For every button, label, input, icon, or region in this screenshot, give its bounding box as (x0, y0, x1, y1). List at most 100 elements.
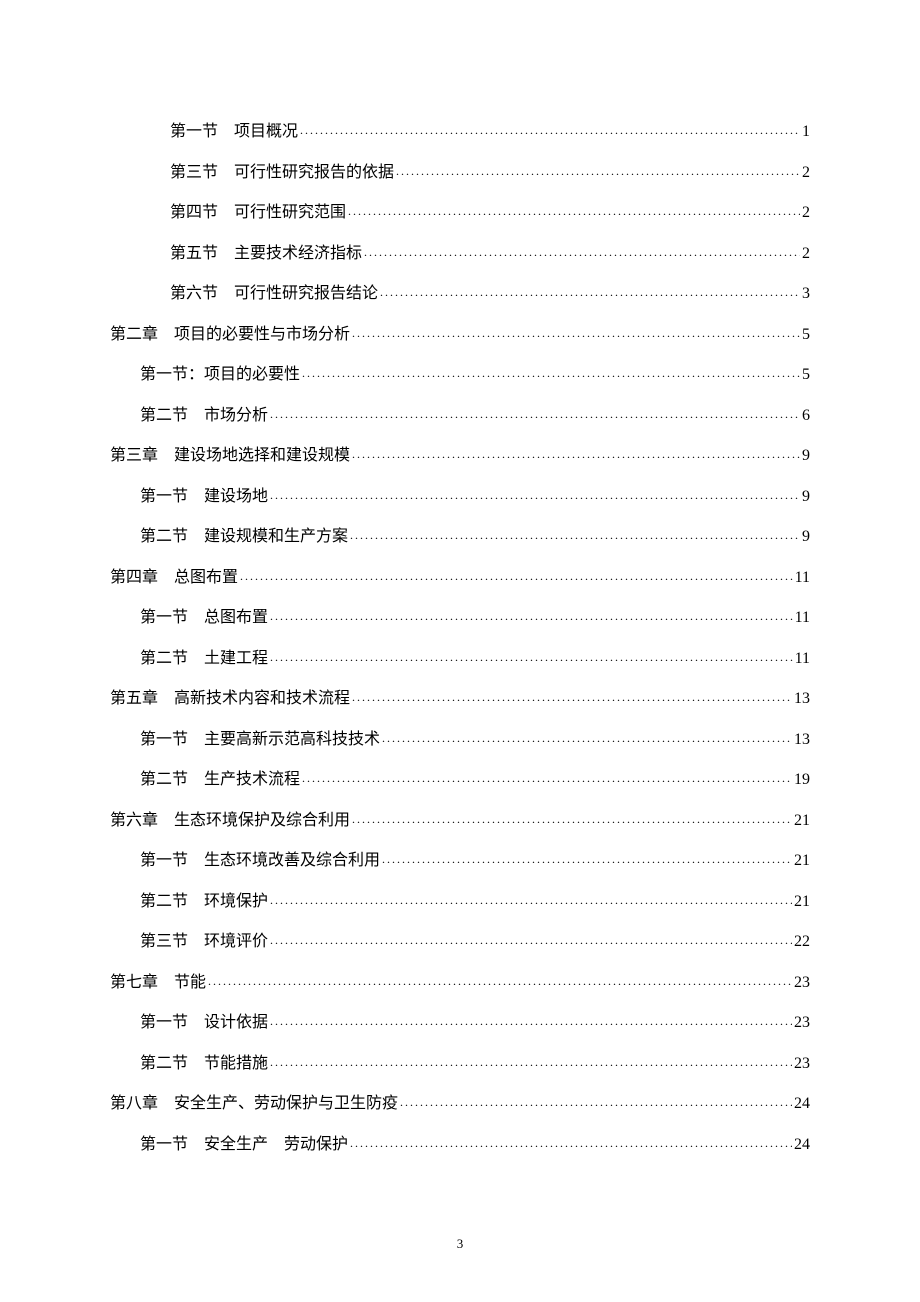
toc-label: 第二节 市场分析 (140, 404, 268, 428)
toc-dots (208, 969, 792, 993)
toc-label: 第七章 节能 (110, 971, 206, 995)
toc-entry: 第五节 主要技术经济指标 2 (110, 242, 810, 266)
toc-entry: 第二节 环境保护 21 (110, 890, 810, 914)
toc-label: 第二节 土建工程 (140, 647, 268, 671)
toc-dots (270, 1009, 792, 1033)
toc-label: 第一节 生态环境改善及综合利用 (140, 849, 380, 873)
toc-entry: 第二节 土建工程 11 (110, 647, 810, 671)
toc-dots (352, 685, 792, 709)
toc-dots (270, 888, 792, 912)
toc-page: 11 (795, 647, 810, 671)
toc-label: 第一节 建设场地 (140, 485, 268, 509)
toc-dots (382, 847, 792, 871)
toc-label: 第一节 总图布置 (140, 606, 268, 630)
toc-label: 第五章 高新技术内容和技术流程 (110, 687, 350, 711)
toc-dots (270, 928, 792, 952)
toc-dots (352, 321, 800, 345)
toc-dots (270, 402, 800, 426)
toc-entry: 第六节 可行性研究报告结论 3 (110, 282, 810, 306)
toc-dots (352, 442, 800, 466)
toc-entry: 第三节 可行性研究报告的依据 2 (110, 161, 810, 185)
toc-page: 11 (795, 606, 810, 630)
toc-label: 第一节 主要高新示范高科技技术 (140, 728, 380, 752)
toc-label: 第三节 可行性研究报告的依据 (170, 161, 394, 185)
toc-entry: 第一节 总图布置 11 (110, 606, 810, 630)
toc-dots (270, 483, 800, 507)
toc-entry: 第一节 建设场地 9 (110, 485, 810, 509)
toc-entry: 第三章 建设场地选择和建设规模 9 (110, 444, 810, 468)
toc-dots (380, 280, 800, 304)
toc-dots (396, 159, 800, 183)
toc-dots (400, 1090, 792, 1114)
toc-page: 9 (802, 525, 810, 549)
toc-dots (240, 564, 793, 588)
toc-dots (302, 766, 792, 790)
toc-page: 24 (794, 1092, 810, 1116)
page-number: 3 (457, 1236, 464, 1252)
toc-label: 第二节 环境保护 (140, 890, 268, 914)
toc-page: 23 (794, 1052, 810, 1076)
toc-label: 第一节 项目概况 (170, 120, 298, 144)
toc-entry: 第一节 安全生产 劳动保护 24 (110, 1133, 810, 1157)
toc-entry: 第二节 建设规模和生产方案 9 (110, 525, 810, 549)
toc-page: 13 (794, 728, 810, 752)
toc-page: 5 (802, 323, 810, 347)
toc-dots (352, 807, 792, 831)
toc-page: 23 (794, 1011, 810, 1035)
toc-entry: 第二节 节能措施 23 (110, 1052, 810, 1076)
toc-page: 22 (794, 930, 810, 954)
toc-page: 6 (802, 404, 810, 428)
toc-page: 1 (802, 120, 810, 144)
toc-label: 第四节 可行性研究范围 (170, 201, 346, 225)
toc-page: 21 (794, 890, 810, 914)
toc-label: 第三章 建设场地选择和建设规模 (110, 444, 350, 468)
toc-entry: 第七章 节能 23 (110, 971, 810, 995)
toc-label: 第三节 环境评价 (140, 930, 268, 954)
toc-label: 第二节 生产技术流程 (140, 768, 300, 792)
toc-entry: 第一节 生态环境改善及综合利用 21 (110, 849, 810, 873)
toc-dots (350, 1131, 792, 1155)
toc-entry: 第二章 项目的必要性与市场分析 5 (110, 323, 810, 347)
toc-entry: 第二节 生产技术流程 19 (110, 768, 810, 792)
toc-entry: 第一节 项目概况 1 (110, 120, 810, 144)
toc-page: 21 (794, 849, 810, 873)
toc-entry: 第一节 设计依据 23 (110, 1011, 810, 1035)
toc-dots (350, 523, 800, 547)
toc-page: 3 (802, 282, 810, 306)
toc-label: 第二节 建设规模和生产方案 (140, 525, 348, 549)
toc-label: 第四章 总图布置 (110, 566, 238, 590)
toc-dots (270, 1050, 792, 1074)
toc-label: 第二章 项目的必要性与市场分析 (110, 323, 350, 347)
toc-dots (302, 361, 800, 385)
toc-label: 第六章 生态环境保护及综合利用 (110, 809, 350, 833)
toc-page: 23 (794, 971, 810, 995)
toc-label: 第六节 可行性研究报告结论 (170, 282, 378, 306)
toc-label: 第二节 节能措施 (140, 1052, 268, 1076)
toc-entry: 第一节 主要高新示范高科技技术 13 (110, 728, 810, 752)
toc-dots (348, 199, 800, 223)
toc-entry: 第八章 安全生产、劳动保护与卫生防疫 24 (110, 1092, 810, 1116)
toc-entry: 第二节 市场分析 6 (110, 404, 810, 428)
toc-label: 第一节 安全生产 劳动保护 (140, 1133, 348, 1157)
toc-dots (270, 604, 793, 628)
toc-page: 9 (802, 485, 810, 509)
toc-label: 第一节 设计依据 (140, 1011, 268, 1035)
toc-entry: 第四节 可行性研究范围 2 (110, 201, 810, 225)
toc-label: 第一节：项目的必要性 (140, 363, 300, 387)
toc-entry: 第一节：项目的必要性 5 (110, 363, 810, 387)
toc-page: 5 (802, 363, 810, 387)
toc-dots (270, 645, 793, 669)
toc-dots (300, 118, 800, 142)
toc-page: 13 (794, 687, 810, 711)
toc-dots (364, 240, 800, 264)
toc-page: 11 (795, 566, 810, 590)
toc-label: 第五节 主要技术经济指标 (170, 242, 362, 266)
toc-dots (382, 726, 792, 750)
toc-page: 2 (802, 242, 810, 266)
toc-entry: 第五章 高新技术内容和技术流程 13 (110, 687, 810, 711)
toc-page: 24 (794, 1133, 810, 1157)
toc-label: 第八章 安全生产、劳动保护与卫生防疫 (110, 1092, 398, 1116)
toc-page: 9 (802, 444, 810, 468)
toc-entry: 第四章 总图布置 11 (110, 566, 810, 590)
toc-page: 19 (794, 768, 810, 792)
